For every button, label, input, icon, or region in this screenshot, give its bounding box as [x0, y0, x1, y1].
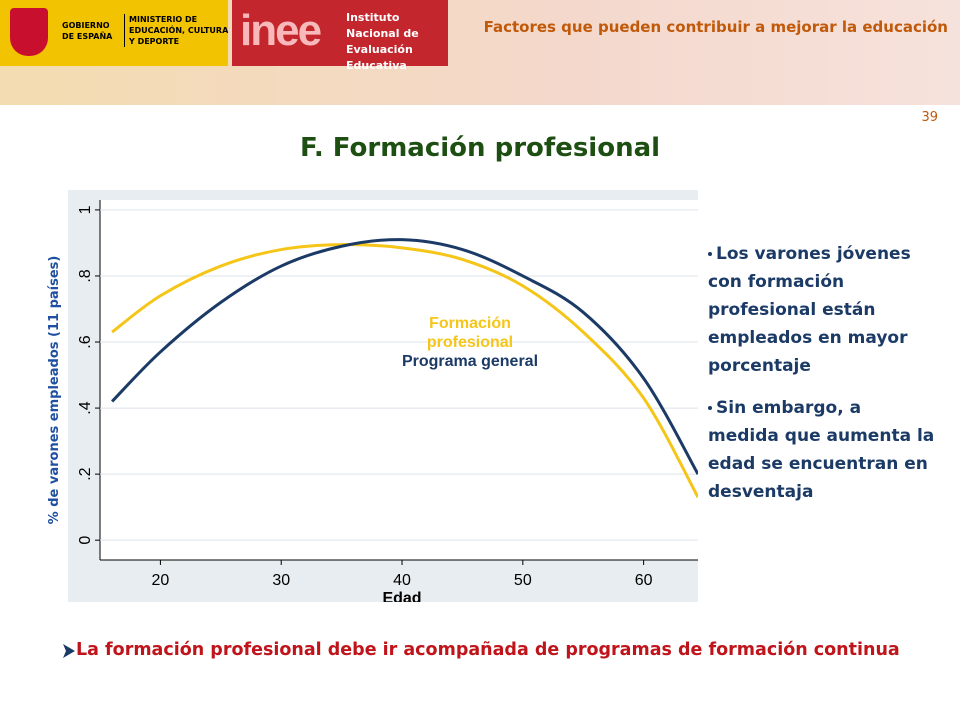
- chart: 0 .2 .4 .6 .8 1 20 30 40 50 60 Edad % de varones emp…: [47, 190, 698, 602]
- arrow-icon: [63, 644, 75, 658]
- legend-entry: Formación profesional: [426, 315, 514, 351]
- inee-wordmark: inee: [240, 6, 322, 55]
- y-tick-label: 1: [77, 205, 94, 214]
- y-tick-label: .8: [77, 269, 94, 282]
- y-tick-label: .2: [77, 467, 94, 480]
- slide-title: F. Formación profesional: [299, 133, 661, 163]
- plot-area: [100, 200, 698, 560]
- ministry: MINISTERIO DE EDUCACIÓN, CULTURA Y DEPOR…: [124, 14, 233, 47]
- legend: Formación profesional Programa general: [385, 314, 555, 371]
- x-tick-label: 50: [514, 572, 532, 589]
- x-tick-label: 30: [272, 572, 290, 589]
- x-tick-label: 20: [152, 572, 170, 589]
- y-tick-label: .4: [77, 401, 94, 414]
- header: GOBIERNO DE ESPAÑA MINISTERIO DE EDUCACI…: [0, 0, 960, 105]
- bullet-text: Sin embargo, a medida que aumenta la eda…: [708, 398, 935, 502]
- government-logo: GOBIERNO DE ESPAÑA MINISTERIO DE EDUCACI…: [0, 0, 228, 66]
- x-tick-label: 60: [635, 572, 653, 589]
- bullet: Sin embargo, a medida que aumenta la eda…: [708, 394, 936, 506]
- bullet-text: Los varones jóvenes con formación profes…: [708, 244, 911, 376]
- shield: [10, 8, 48, 56]
- y-axis-label: % de varones empleados (11 países): [47, 256, 62, 525]
- inee-logo: inee Instituto Nacional de Evaluación Ed…: [232, 0, 448, 72]
- x-tick-label: 40: [393, 572, 411, 589]
- bullet: Los varones jóvenes con formación profes…: [708, 240, 936, 380]
- y-tick-label: .6: [77, 335, 94, 348]
- series-line: [111, 243, 698, 498]
- bullets: Los varones jóvenes con formación profes…: [708, 240, 936, 520]
- x-axis-label: Edad: [382, 590, 421, 602]
- y-tick-label: 0: [77, 536, 94, 545]
- series-line: [111, 238, 698, 475]
- section-title: Factores que pueden contribuir a mejorar…: [483, 18, 948, 36]
- institute: Instituto Nacional de Evaluación Educati…: [346, 11, 419, 72]
- page-number: 39: [921, 110, 938, 125]
- conclusion: La formación profesional debe ir acompañ…: [76, 640, 900, 660]
- government: GOBIERNO DE ESPAÑA: [62, 21, 113, 41]
- legend-entry: Programa general: [401, 353, 539, 370]
